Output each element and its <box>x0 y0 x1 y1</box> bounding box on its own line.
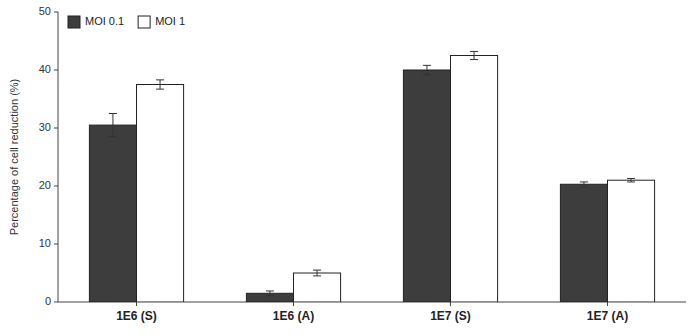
error-bar <box>313 270 321 276</box>
y-axis: 0 10 20 30 40 50 <box>39 5 58 307</box>
bar <box>403 70 450 302</box>
y-axis-label: Percentage of cell reduction (%) <box>8 79 20 236</box>
bar <box>608 180 655 302</box>
legend-item: MOI 0.1 <box>68 15 124 28</box>
legend-swatch <box>68 16 80 28</box>
y-tick-label: 30 <box>39 121 51 133</box>
bar <box>451 56 498 303</box>
legend-swatch <box>138 16 150 28</box>
error-bar <box>423 65 431 74</box>
error-bar <box>109 114 117 137</box>
error-bar <box>266 291 274 296</box>
x-tick <box>293 302 294 306</box>
y-tick <box>54 70 58 71</box>
series <box>137 51 655 302</box>
bar <box>137 85 184 303</box>
chart: 0 10 20 30 40 50 Percentage of cell reduction … <box>0 0 700 336</box>
bar <box>89 125 136 302</box>
y-tick-label: 0 <box>45 295 51 307</box>
x-tick <box>607 302 608 306</box>
y-tick <box>54 12 58 13</box>
y-tick-label: 20 <box>39 179 51 191</box>
x-tick-label: 1E6 (S) <box>116 309 157 323</box>
y-tick <box>54 186 58 187</box>
y-tick-label: 10 <box>39 237 51 249</box>
x-axis: 1E6 (S) 1E6 (A) 1E7 (S) 1E7 (A) <box>58 302 686 323</box>
x-tick <box>136 302 137 306</box>
legend-label: MOI 1 <box>155 15 185 27</box>
error-bar <box>470 51 478 59</box>
legend-label: MOI 0.1 <box>85 15 124 27</box>
y-tick <box>54 302 58 303</box>
legend-item: MOI 1 <box>138 15 185 28</box>
series <box>89 65 607 302</box>
error-bar <box>627 178 635 181</box>
y-tick <box>54 128 58 129</box>
legend-background <box>64 13 189 31</box>
y-tick <box>54 244 58 245</box>
error-bar <box>156 80 164 89</box>
x-tick-label: 1E7 (S) <box>430 309 471 323</box>
error-bar <box>580 182 588 187</box>
bar <box>560 184 607 302</box>
x-tick-label: 1E6 (A) <box>273 309 314 323</box>
y-axis-line <box>58 12 59 302</box>
bar <box>294 273 341 302</box>
legend: MOI 0.1 MOI 1 <box>64 13 189 31</box>
y-tick-label: 40 <box>39 63 51 75</box>
plot-area <box>89 51 654 302</box>
x-tick-label: 1E7 (A) <box>587 309 628 323</box>
y-tick-label: 50 <box>39 5 51 17</box>
x-tick <box>450 302 451 306</box>
